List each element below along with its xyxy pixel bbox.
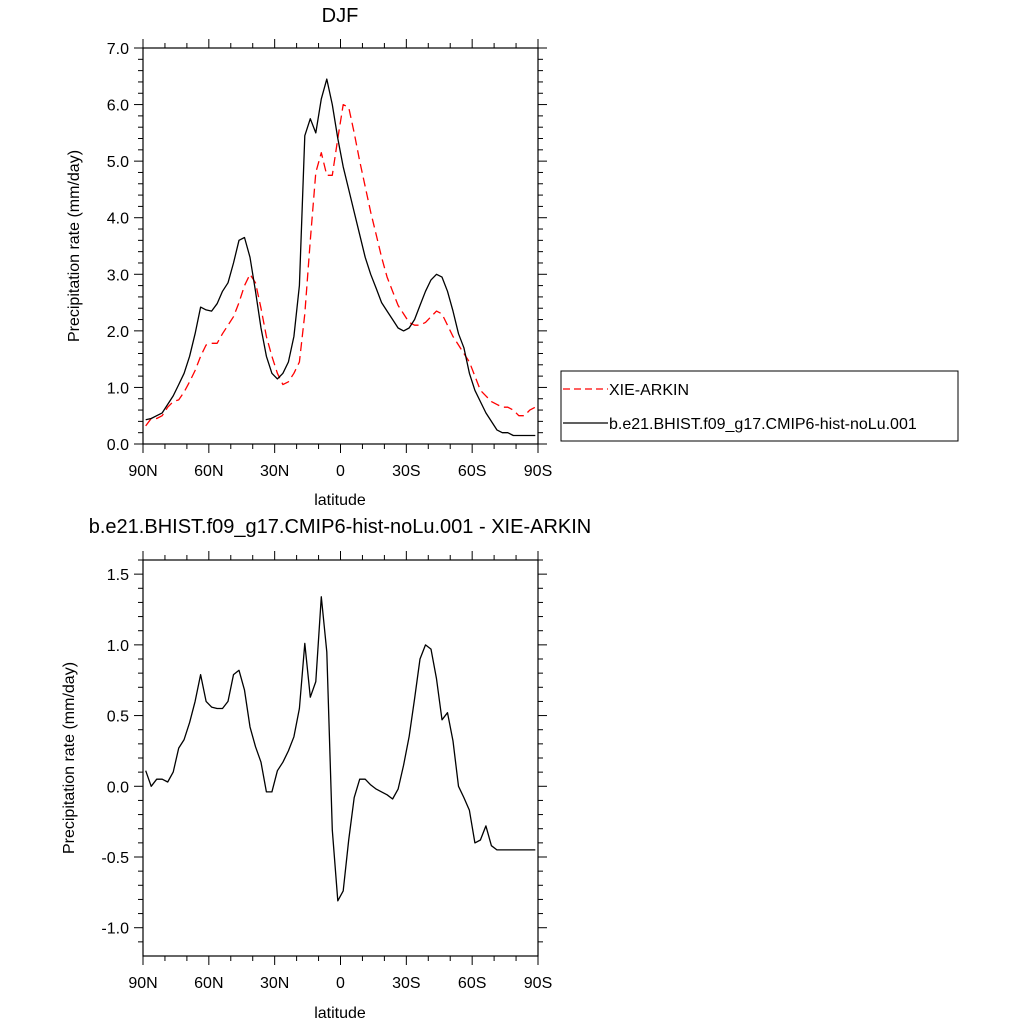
chart-bottom-y-axis: -1.0 -0.5 0.0 0.5 1.0 1.5 [101, 559, 547, 943]
x-tick-label: 90S [524, 975, 552, 992]
chart-top-title: DJF [322, 5, 359, 27]
chart-bottom-series [145, 596, 536, 902]
y-tick-label: 1.0 [107, 638, 129, 655]
y-tick-label: -1.0 [101, 921, 129, 938]
chart-top-series [145, 78, 536, 437]
chart-bottom-xlabel: latitude [314, 1005, 366, 1022]
y-tick-label: 5.0 [107, 154, 129, 171]
x-tick-label: 90N [128, 975, 157, 992]
chart-bottom-x-axis: 90N 60N 30N 0 30S 60S 90S [128, 551, 552, 992]
x-tick-label: 60S [458, 463, 486, 480]
y-tick-label: 2.0 [107, 324, 129, 341]
precip-djf-chart: DJF 0.0 1.0 2.0 3.0 4.0 5.0 6.0 7.0 90N 60N 30N 0 3… [66, 5, 959, 509]
series-line-0 [145, 103, 536, 427]
x-tick-label: 0 [336, 463, 345, 480]
y-tick-label: 0.0 [107, 437, 129, 454]
chart-top-x-axis: 90N 60N 30N 0 30S 60S 90S [128, 39, 552, 480]
x-tick-label: 90N [128, 463, 157, 480]
chart-top-xlabel: latitude [314, 492, 366, 509]
y-tick-label: 1.5 [107, 567, 129, 584]
legend: XIE-ARKIN b.e21.BHIST.f09_g17.CMIP6-hist… [560, 370, 959, 442]
x-tick-label: 60N [194, 463, 223, 480]
x-tick-label: 90S [524, 463, 552, 480]
legend-label-model: b.e21.BHIST.f09_g17.CMIP6-hist-noLu.001 [609, 416, 917, 433]
y-tick-label: -0.5 [101, 850, 129, 867]
x-tick-label: 60N [194, 975, 223, 992]
x-tick-label: 30N [260, 463, 289, 480]
x-tick-label: 30S [392, 463, 420, 480]
x-tick-label: 30N [260, 975, 289, 992]
x-tick-label: 0 [336, 975, 345, 992]
x-tick-label: 60S [458, 975, 486, 992]
y-tick-label: 6.0 [107, 98, 129, 115]
y-tick-label: 4.0 [107, 211, 129, 228]
legend-label-xie-arkin: XIE-ARKIN [609, 382, 689, 399]
y-tick-label: 1.0 [107, 380, 129, 397]
y-tick-label: 3.0 [107, 267, 129, 284]
y-tick-label: 0.5 [107, 709, 129, 726]
chart-bottom-title: b.e21.BHIST.f09_g17.CMIP6-hist-noLu.001 … [89, 516, 591, 538]
x-tick-label: 30S [392, 975, 420, 992]
y-tick-label: 7.0 [107, 41, 129, 58]
precip-diff-chart: b.e21.BHIST.f09_g17.CMIP6-hist-noLu.001 … [61, 516, 591, 1022]
series-line-0 [145, 596, 536, 902]
chart-top-ylabel: Precipitation rate (mm/day) [66, 150, 83, 342]
chart-bottom-ylabel: Precipitation rate (mm/day) [61, 662, 78, 854]
legend-box [560, 370, 959, 442]
y-tick-label: 0.0 [107, 779, 129, 796]
chart-top-y-axis: 0.0 1.0 2.0 3.0 4.0 5.0 6.0 7.0 [107, 41, 547, 454]
series-line-1 [145, 78, 536, 437]
